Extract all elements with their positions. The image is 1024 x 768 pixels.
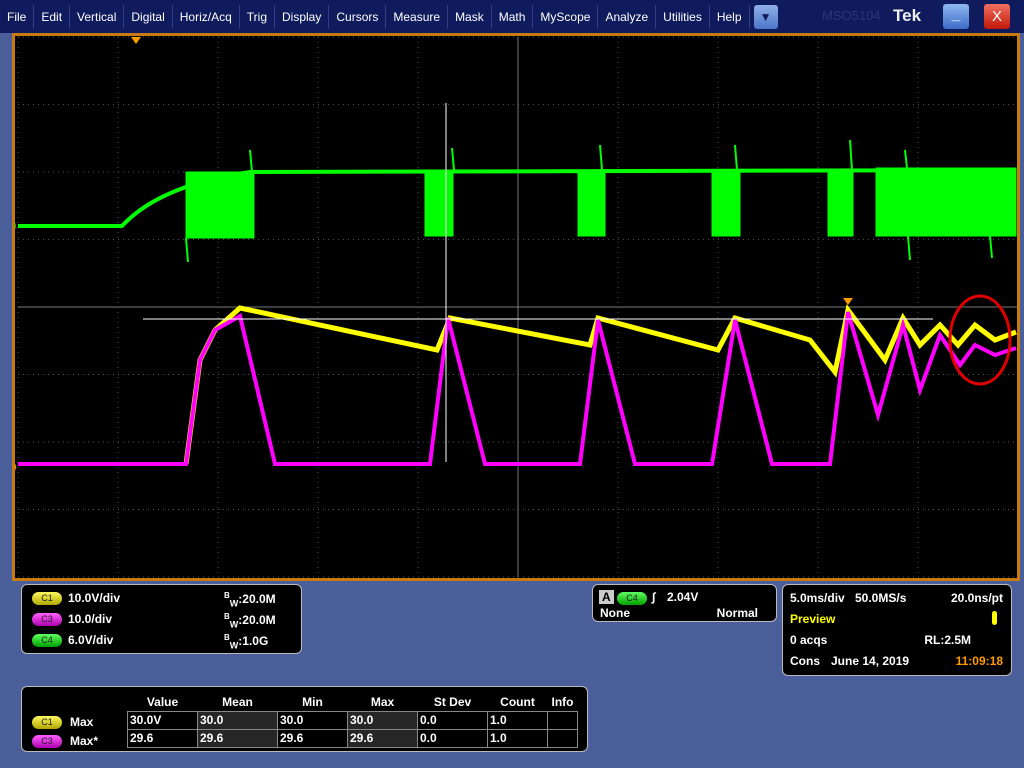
bandwidth: BW:20.0M — [224, 612, 276, 630]
channel-scale: 10.0V/div — [68, 591, 121, 605]
trigger-level: 2.04V — [667, 590, 699, 604]
menu-display[interactable]: Display — [275, 4, 330, 29]
acquisition-state: Preview — [790, 612, 836, 626]
ch1-badge: C1 — [32, 716, 62, 729]
channel-scale: 6.0V/div — [68, 633, 114, 647]
ch1-waveform — [183, 304, 1017, 465]
channel-settings-panel[interactable]: C1 10.0V/div BW:20.0M C3 10.0/div BW:20.0M C… — [21, 584, 302, 654]
menu-utilities[interactable]: Utilities — [656, 4, 710, 29]
table-row: 30.0V 30.0 30.0 30.0 0.0 1.0 — [127, 710, 578, 730]
table-row: 29.6 29.6 29.6 29.6 0.0 1.0 — [127, 728, 578, 748]
table-header: Value Mean Min Max St Dev Count Info — [146, 694, 574, 709]
menu-measure[interactable]: Measure — [386, 4, 449, 29]
resolution: 20.0ns/pt — [950, 591, 1003, 605]
close-button[interactable]: X — [984, 4, 1010, 29]
ch1-badge[interactable]: C1 — [32, 592, 62, 606]
waveform-graticule: 4 3 — [15, 36, 1017, 578]
menu-dropdown-button[interactable]: ▼ — [753, 4, 778, 29]
menu-edit[interactable]: Edit — [34, 4, 71, 29]
menu-mask[interactable]: Mask — [448, 4, 492, 29]
sample-rate: 50.0MS/s — [855, 591, 907, 605]
measurement-name: Max — [70, 715, 94, 729]
ch4-marker[interactable] — [15, 219, 16, 233]
model-label: MSO5104 — [822, 8, 881, 23]
trigger-coupling: None — [600, 606, 630, 620]
menu-vertical[interactable]: Vertical — [70, 4, 125, 29]
menu-myscope[interactable]: MyScope — [533, 4, 599, 29]
trigger-level-marker[interactable] — [843, 298, 853, 305]
trigger-panel[interactable]: A C4 ∫ 2.04V None Normal — [592, 584, 777, 622]
date: June 14, 2019 — [831, 654, 910, 668]
brand-logo: Tek — [893, 6, 922, 25]
timebase: 5.0ms/div — [790, 591, 845, 605]
bandwidth: BW:1.0G — [224, 633, 269, 651]
menu-trig[interactable]: Trig — [240, 4, 275, 29]
bandwidth: BW:20.0M — [224, 591, 276, 609]
record-length: RL:2.5M — [924, 633, 971, 647]
measurements-table: Value Mean Min Max St Dev Count Info 30.… — [127, 693, 578, 748]
ch3-marker[interactable] — [15, 460, 16, 474]
waveform-display[interactable]: 4 3 — [12, 33, 1020, 581]
ch4-waveform — [18, 139, 1017, 263]
trigger-type: A — [599, 590, 614, 604]
ch3-badge[interactable]: C3 — [32, 613, 62, 627]
trigger-position-marker[interactable] — [131, 37, 141, 44]
channel-scale: 10.0/div — [68, 612, 113, 626]
ch3-badge: C3 — [32, 735, 62, 748]
measurements-panel[interactable]: C1 Max C3 Max* Value Mean Min Max St Dev… — [21, 686, 588, 752]
trigger-mode: Normal — [716, 606, 758, 620]
acquisition-mode: Cons — [790, 654, 820, 668]
channel-row[interactable]: C4 6.0V/div BW:1.0G — [32, 633, 268, 650]
menu-file[interactable]: File — [0, 4, 35, 29]
channel-row[interactable]: C3 10.0/div BW:20.0M — [32, 612, 276, 629]
acquisition-panel[interactable]: 5.0ms/div 50.0MS/s 20.0ns/pt Preview 0 a… — [782, 584, 1012, 676]
ch4-badge[interactable]: C4 — [32, 634, 62, 648]
chevron-down-icon: ▼ — [759, 9, 772, 24]
menu-cursors[interactable]: Cursors — [329, 4, 387, 29]
thermometer-icon — [992, 611, 997, 625]
menu-digital[interactable]: Digital — [124, 4, 173, 29]
annotation-circle — [948, 294, 1012, 386]
ch3-waveform — [18, 311, 1017, 466]
menu-help[interactable]: Help — [710, 4, 750, 29]
graticule-grid — [17, 36, 1017, 578]
measurement-name: Max* — [70, 734, 99, 748]
minimize-button[interactable]: _ — [943, 4, 969, 29]
menu-bar: File Edit Vertical Digital Horiz/Acq Tri… — [0, 0, 1024, 33]
menu-analyze[interactable]: Analyze — [598, 4, 657, 29]
time: 11:09:18 — [955, 654, 1003, 668]
menu-horiz-acq[interactable]: Horiz/Acq — [173, 4, 240, 29]
acquisition-count: 0 acqs — [790, 633, 828, 647]
channel-row[interactable]: C1 10.0V/div BW:20.0M — [32, 591, 276, 608]
rising-edge-icon: ∫ — [652, 590, 656, 604]
menu-math[interactable]: Math — [492, 4, 534, 29]
trigger-source-badge: C4 — [617, 592, 647, 605]
